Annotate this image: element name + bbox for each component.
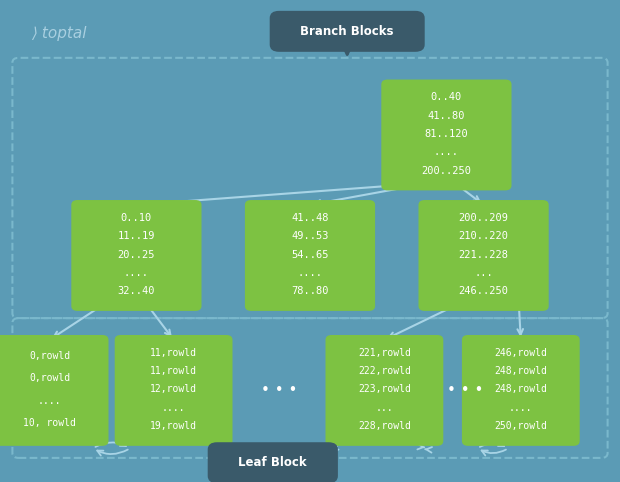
Text: ...: ... xyxy=(474,268,493,278)
FancyBboxPatch shape xyxy=(462,335,580,446)
Text: 41..48: 41..48 xyxy=(291,213,329,223)
Text: Branch Blocks: Branch Blocks xyxy=(301,25,394,38)
Text: 246,rowld: 246,rowld xyxy=(494,348,547,358)
Text: 11..19: 11..19 xyxy=(118,231,155,241)
Text: 250,rowld: 250,rowld xyxy=(494,421,547,431)
Text: • • •: • • • xyxy=(447,383,483,398)
Text: 200..209: 200..209 xyxy=(459,213,508,223)
Text: 49..53: 49..53 xyxy=(291,231,329,241)
Text: 81..120: 81..120 xyxy=(425,129,468,139)
Text: 0,rowld: 0,rowld xyxy=(29,350,70,361)
Text: 20..25: 20..25 xyxy=(118,250,155,259)
Text: ....: .... xyxy=(124,268,149,278)
Text: 248,rowld: 248,rowld xyxy=(494,385,547,394)
Text: 41..80: 41..80 xyxy=(428,111,465,120)
Text: 228,rowld: 228,rowld xyxy=(358,421,411,431)
Text: 221..228: 221..228 xyxy=(459,250,508,259)
FancyBboxPatch shape xyxy=(418,200,549,311)
Text: 54..65: 54..65 xyxy=(291,250,329,259)
Text: Leaf Block: Leaf Block xyxy=(239,456,307,469)
Text: 0,rowld: 0,rowld xyxy=(29,373,70,383)
Text: 0..10: 0..10 xyxy=(121,213,152,223)
Text: ....: .... xyxy=(38,396,61,405)
Text: 222,rowld: 222,rowld xyxy=(358,366,411,376)
Text: 12,rowld: 12,rowld xyxy=(150,385,197,394)
FancyBboxPatch shape xyxy=(270,11,425,52)
FancyBboxPatch shape xyxy=(0,335,108,446)
Text: 19,rowld: 19,rowld xyxy=(150,421,197,431)
Text: ...: ... xyxy=(376,403,393,413)
FancyBboxPatch shape xyxy=(326,335,443,446)
Text: 32..40: 32..40 xyxy=(118,286,155,296)
Text: ....: .... xyxy=(509,403,533,413)
Text: ⟩ toptal: ⟩ toptal xyxy=(31,26,87,41)
Text: 210..220: 210..220 xyxy=(459,231,508,241)
FancyBboxPatch shape xyxy=(71,200,202,311)
Text: 11,rowld: 11,rowld xyxy=(150,348,197,358)
Text: 221,rowld: 221,rowld xyxy=(358,348,411,358)
Text: 78..80: 78..80 xyxy=(291,286,329,296)
FancyBboxPatch shape xyxy=(381,80,512,190)
FancyBboxPatch shape xyxy=(208,442,338,482)
Text: ....: .... xyxy=(298,268,322,278)
Text: 10, rowld: 10, rowld xyxy=(23,418,76,428)
FancyBboxPatch shape xyxy=(245,200,375,311)
Text: 200..250: 200..250 xyxy=(422,166,471,176)
FancyBboxPatch shape xyxy=(115,335,232,446)
Text: 246..250: 246..250 xyxy=(459,286,508,296)
Text: • • •: • • • xyxy=(261,383,297,398)
Text: 248,rowld: 248,rowld xyxy=(494,366,547,376)
Text: ....: .... xyxy=(162,403,185,413)
Text: 223,rowld: 223,rowld xyxy=(358,385,411,394)
Text: 11,rowld: 11,rowld xyxy=(150,366,197,376)
Text: ....: .... xyxy=(434,147,459,158)
Text: 0..40: 0..40 xyxy=(431,92,462,102)
